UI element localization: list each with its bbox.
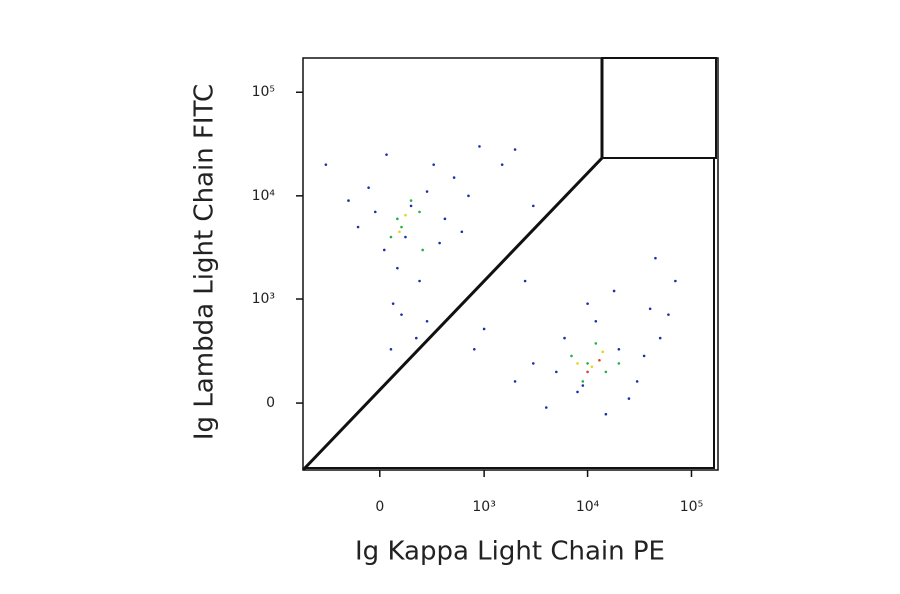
event-dot [581, 380, 585, 383]
event-dot [532, 362, 535, 365]
x-tick-label: 10³ [472, 499, 495, 515]
event-dot [674, 279, 677, 283]
event-dot [601, 350, 605, 354]
x-tick-label: 0 [375, 499, 384, 515]
event-dot [532, 204, 535, 208]
event-dot [648, 307, 652, 311]
event-dot [594, 342, 598, 345]
event-dot [523, 279, 527, 283]
event-dot [409, 199, 413, 202]
plot-frame [302, 57, 719, 471]
event-dot [404, 213, 407, 217]
event-dot [500, 163, 504, 166]
event-dot [382, 248, 386, 252]
event-dot [400, 225, 403, 229]
event-dot [617, 362, 621, 365]
event-dot [586, 370, 589, 374]
event-dot [586, 362, 589, 365]
gate-double [601, 57, 717, 159]
event-dot [586, 302, 589, 305]
y-tick-label: 0 [266, 395, 275, 411]
event-dot [617, 348, 621, 351]
event-dot [460, 230, 464, 234]
y-tick-label: 10³ [252, 291, 275, 307]
x-axis-title: Ig Kappa Light Chain PE [355, 537, 665, 567]
event-dot [389, 348, 393, 351]
event-dot [654, 256, 657, 260]
event-dot [604, 412, 608, 416]
event-dot [590, 365, 594, 368]
y-tick-label: 10⁴ [252, 188, 276, 204]
gate-lambda [301, 58, 604, 472]
event-dot [513, 148, 517, 151]
event-dot [658, 336, 662, 340]
event-dot [385, 153, 388, 156]
event-dot [594, 319, 598, 323]
event-dot [324, 163, 328, 166]
event-dot [576, 362, 579, 365]
x-tick-label: 10⁵ [680, 499, 703, 515]
event-dot [418, 210, 421, 214]
event-dot [627, 397, 631, 400]
event-dot [421, 248, 424, 252]
event-dot [432, 163, 435, 166]
event-dot [373, 210, 377, 214]
event-dot [452, 176, 456, 179]
gate-kappa [305, 157, 715, 469]
event-dot [347, 199, 350, 202]
plot-area [324, 145, 677, 416]
event-dot [425, 319, 429, 323]
event-dot [604, 370, 608, 374]
event-dot [404, 235, 407, 239]
y-axis-title: Ig Lambda Light Chain FITC [190, 84, 220, 440]
event-dot [418, 279, 421, 283]
event-dot [367, 186, 370, 189]
event-dot [544, 406, 548, 409]
event-dot [398, 230, 401, 234]
event-dot [482, 327, 486, 331]
event-dot [425, 190, 429, 193]
event-dot [396, 266, 399, 270]
event-dot [391, 302, 395, 305]
event-dot [414, 336, 418, 340]
event-dot [438, 241, 441, 245]
event-dot [356, 225, 360, 229]
event-dot [598, 359, 601, 362]
event-dot [612, 289, 616, 293]
event-dot [576, 390, 579, 394]
event-dot [409, 204, 413, 208]
event-dot [635, 380, 639, 383]
event-dot [472, 348, 476, 351]
y-tick-label: 10⁵ [252, 84, 275, 100]
event-dot [513, 380, 517, 383]
event-dot [389, 235, 393, 239]
event-dot [443, 217, 447, 221]
event-dot [400, 313, 403, 316]
event-dot [555, 370, 558, 374]
event-dot [667, 313, 670, 316]
event-dot [478, 145, 481, 148]
event-dot [642, 354, 646, 358]
event-dot [581, 384, 585, 387]
x-tick-label: 10⁴ [576, 499, 600, 515]
event-dot [396, 217, 399, 221]
event-dot [467, 194, 470, 198]
event-dot [570, 354, 573, 358]
event-dot [563, 336, 566, 340]
